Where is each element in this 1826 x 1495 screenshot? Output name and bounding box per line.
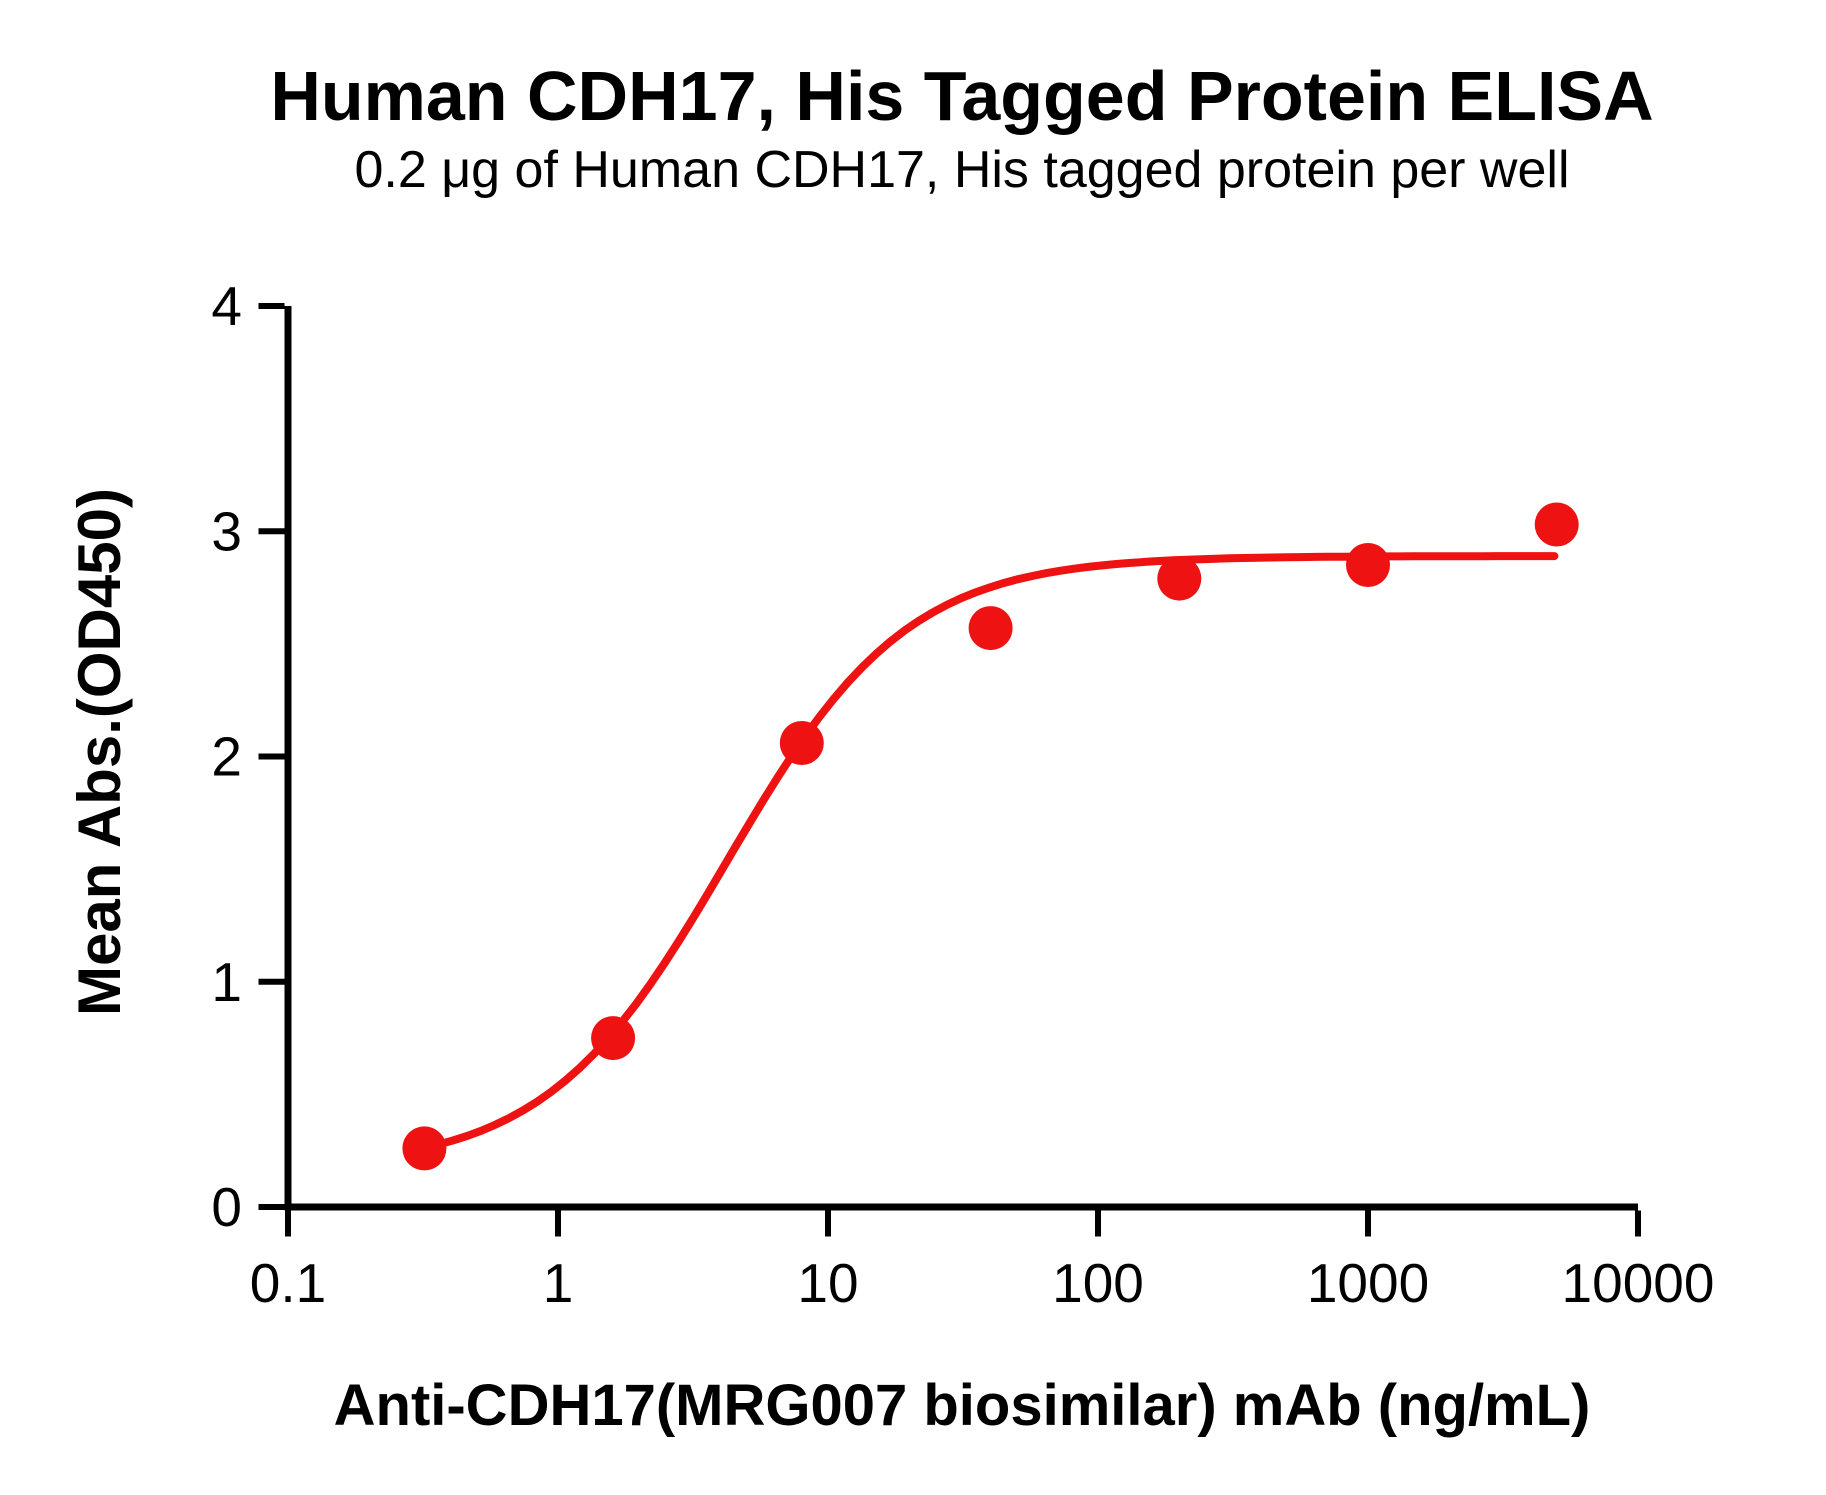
x-tick-label: 10 (797, 1252, 858, 1314)
y-tick-label: 0 (211, 1176, 242, 1238)
y-axis-title: Mean Abs.(OD450) (66, 488, 133, 1016)
x-tick-label: 10000 (1562, 1252, 1715, 1314)
x-axis-title: Anti-CDH17(MRG007 biosimilar) mAb (ng/mL… (333, 1373, 1591, 1438)
data-points-layer (402, 502, 1579, 1171)
data-point (1534, 502, 1579, 547)
data-point (1157, 556, 1202, 601)
chart-subtitle: 0.2 μg of Human CDH17, His tagged protei… (354, 141, 1570, 199)
y-tick-label: 3 (211, 500, 242, 562)
y-tick-label: 1 (211, 951, 242, 1013)
chart-title: Human CDH17, His Tagged Protein ELISA (270, 57, 1654, 135)
data-point (402, 1126, 447, 1171)
x-tick-label: 1000 (1307, 1252, 1429, 1314)
x-tick-label: 1 (543, 1252, 574, 1314)
data-point (968, 606, 1013, 651)
x-tick-label: 100 (1052, 1252, 1144, 1314)
axes-layer (258, 303, 1641, 1237)
tick-labels-layer: 0.1 1 10 100 1000 10000 0 1 2 3 4 (211, 275, 1714, 1314)
data-point (779, 721, 824, 765)
y-tick-label: 2 (211, 726, 242, 788)
data-point (1346, 543, 1390, 587)
y-tick-label: 4 (211, 275, 242, 337)
data-point (591, 1016, 636, 1061)
x-tick-label: 0.1 (250, 1252, 326, 1314)
